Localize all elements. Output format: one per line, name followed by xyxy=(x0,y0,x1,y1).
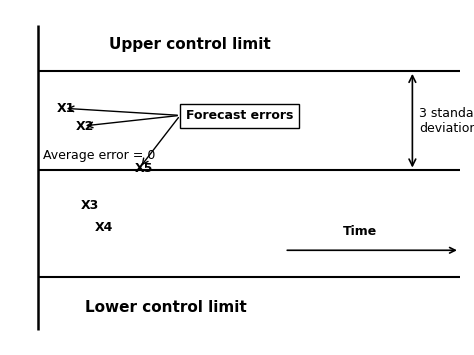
Text: Lower control limit: Lower control limit xyxy=(85,300,247,315)
Text: X5: X5 xyxy=(135,162,154,175)
Text: Average error = 0: Average error = 0 xyxy=(43,148,155,162)
Text: Forecast errors: Forecast errors xyxy=(186,109,293,122)
Text: X4: X4 xyxy=(95,221,113,234)
Text: Time: Time xyxy=(343,225,377,238)
Text: X3: X3 xyxy=(81,200,99,212)
Text: 3 standard
deviations: 3 standard deviations xyxy=(419,107,474,135)
Text: X1: X1 xyxy=(57,102,75,115)
Bar xyxy=(180,104,299,128)
Text: X2: X2 xyxy=(76,120,94,132)
Text: Upper control limit: Upper control limit xyxy=(109,37,271,52)
